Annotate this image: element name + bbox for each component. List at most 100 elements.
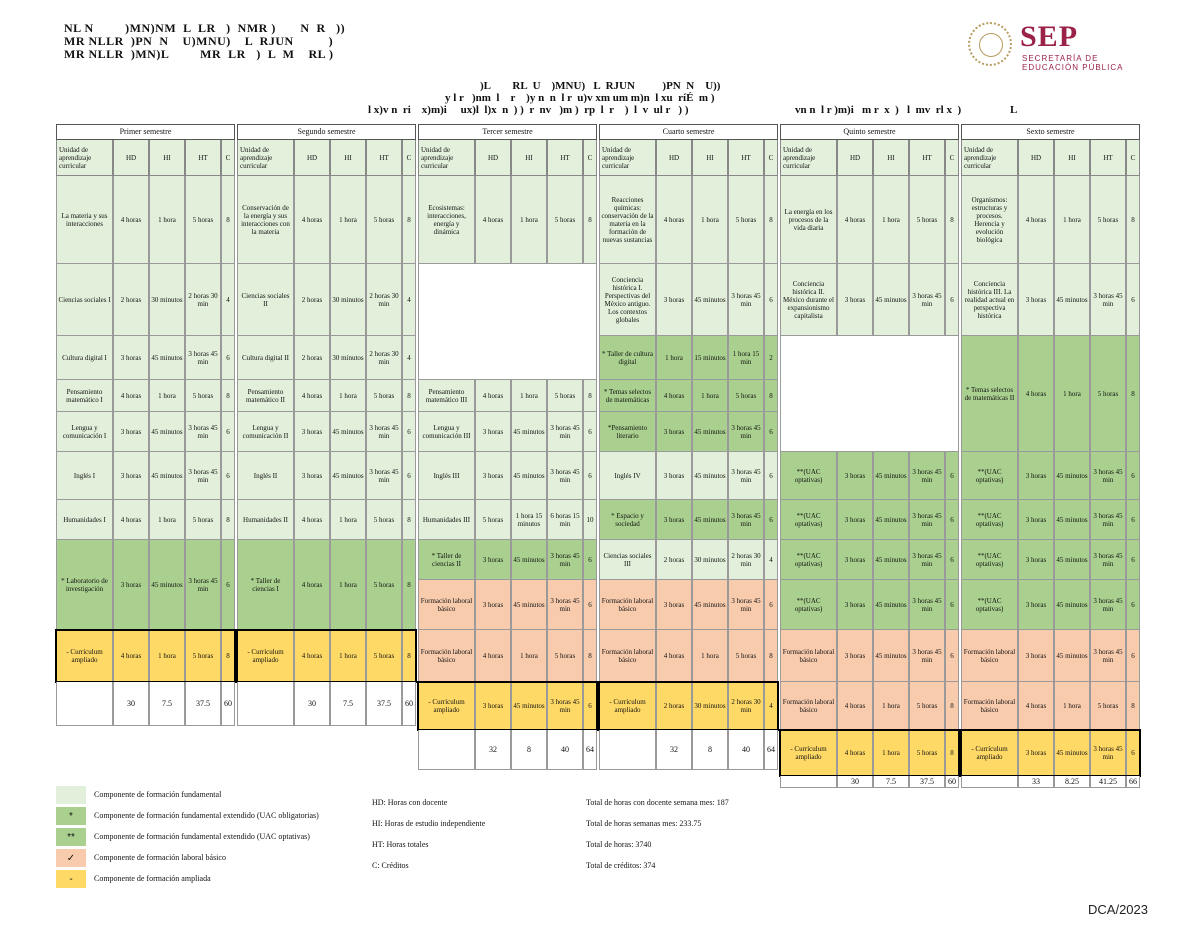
cell-uac: Conservación de la energía y sus interac… xyxy=(237,176,294,264)
cell-c: 6 xyxy=(764,412,778,452)
cell-hi: 45 minutos xyxy=(330,452,366,500)
cell-ht: 3 horas 45 min xyxy=(909,540,945,580)
cell-hi: 45 minutos xyxy=(873,630,909,682)
title-line: vn n l r )m)i m r x ) l mv rl x ) xyxy=(795,104,962,116)
cell-hd: 3 horas xyxy=(294,412,330,452)
cell-ht: 3 horas 45 min xyxy=(909,580,945,630)
cell-hi: 45 minutos xyxy=(873,452,909,500)
course-row: - Currículum ampliado 4 horas 1 hora 5 hora… xyxy=(55,629,236,683)
cell-c: 6 xyxy=(1126,264,1140,336)
cell-hi: 45 minutos xyxy=(1054,580,1090,630)
cell-hd: 3 horas xyxy=(1018,264,1054,336)
cell-uac: Lengua y comunicación I xyxy=(56,412,113,452)
cell-ht: 3 horas 45 min xyxy=(728,580,764,630)
column-headers: Unidad de aprendizaje curricular HD HI HT C xyxy=(780,140,959,176)
cell-c: 6 xyxy=(1126,452,1140,500)
semester-title: Cuarto semestre xyxy=(599,124,778,140)
cell-hi: 30 minutos xyxy=(692,682,728,730)
cell-c: 8 xyxy=(1126,682,1140,730)
cell-uac: Formación laboral básico xyxy=(961,630,1018,682)
cell-hi: 1 hora xyxy=(1054,682,1090,730)
cell-hd: 3 horas xyxy=(837,580,873,630)
column-header-uac: Unidad de aprendizaje curricular xyxy=(237,140,294,176)
title-line: )L RL U )MNU) L RJUN )PN N U)) xyxy=(480,80,721,92)
cell-c: 8 xyxy=(764,176,778,264)
course-row: Ciencias sociales III 2 horas 30 minutos 2 … xyxy=(599,540,778,580)
cell-hi: 45 minutos xyxy=(149,540,185,630)
cell-uac: Organismos: estructuras y procesos. Here… xyxy=(961,176,1018,264)
column-header-uac: Unidad de aprendizaje curricular xyxy=(780,140,837,176)
column-header-c: C xyxy=(945,140,959,176)
semester-title: Tercer semestre xyxy=(418,124,597,140)
cell-ht: 3 horas 45 min xyxy=(366,452,402,500)
cell-ht: 3 horas 45 min xyxy=(728,452,764,500)
legend-label: Componente de formación ampliada xyxy=(94,874,211,883)
cell-hi: 7.5 xyxy=(330,682,366,726)
cell-hi: 1 hora xyxy=(511,630,547,682)
cell-hd: 3 horas xyxy=(656,580,692,630)
cell-hi: 45 minutos xyxy=(1054,540,1090,580)
cell-c: 6 xyxy=(221,336,235,380)
cell-hd: 2 horas xyxy=(656,540,692,580)
cell-ht: 3 horas 45 min xyxy=(185,336,221,380)
cell-hd: 4 horas xyxy=(294,630,330,682)
cell-c: 6 xyxy=(583,540,597,580)
column-header-hd: HD xyxy=(113,140,149,176)
cell-uac: Cultura digital I xyxy=(56,336,113,380)
totals-row: 33 8.25 41.25 66 xyxy=(961,776,1140,788)
cell-ht: 1 hora 15 min xyxy=(728,336,764,380)
course-row: **(UAC optativas) 3 horas 45 minutos 3 hora… xyxy=(961,580,1140,630)
cell-uac: Ciencias sociales III xyxy=(599,540,656,580)
cell-ht: 3 horas 45 min xyxy=(547,412,583,452)
totals-row: 32 8 40 64 xyxy=(599,730,778,770)
cell-hi: 7.5 xyxy=(149,682,185,726)
cell-ht: 37.5 xyxy=(185,682,221,726)
cell-hi: 45 minutos xyxy=(1054,452,1090,500)
cell-hi: 1 hora xyxy=(692,380,728,412)
cell-c: 8 xyxy=(402,630,416,682)
cell-uac: * Temas selectos de matemáticas xyxy=(599,380,656,412)
cell-hi: 8.25 xyxy=(1054,776,1090,788)
cell-hd: 2 horas xyxy=(656,682,692,730)
cell-hi: 45 minutos xyxy=(1054,730,1090,776)
footer-code: DCA/2023 xyxy=(1088,902,1148,917)
cell-uac: Humanidades III xyxy=(418,500,475,540)
cell-uac: Pensamiento matemático II xyxy=(237,380,294,412)
cell-hd: 32 xyxy=(475,730,511,770)
cell-hd: 4 horas xyxy=(1018,176,1054,264)
cell-uac: * Taller de ciencias II xyxy=(418,540,475,580)
course-row: * Espacio y sociedad 3 horas 45 minutos 3 h… xyxy=(599,500,778,540)
cell-c: 8 xyxy=(221,380,235,412)
cell-c: 6 xyxy=(945,264,959,336)
cell-uac: **(UAC optativas) xyxy=(780,580,837,630)
cell-hd: 4 horas xyxy=(113,630,149,682)
course-row: Humanidades II 4 horas 1 hora 5 horas 8 xyxy=(237,500,416,540)
course-row: **(UAC optativas) 3 horas 45 minutos 3 hora… xyxy=(780,452,959,500)
cell-ht: 2 horas 30 min xyxy=(728,682,764,730)
cell-c: 8 xyxy=(583,630,597,682)
cell-uac: Ciencias sociales I xyxy=(56,264,113,336)
cell-ht: 3 horas 45 min xyxy=(909,452,945,500)
cell-c: 6 xyxy=(945,452,959,500)
column-header-hd: HD xyxy=(475,140,511,176)
cell-c: 6 xyxy=(583,580,597,630)
cell-hd: 3 horas xyxy=(475,412,511,452)
course-row: La materia y sus interacciones 4 horas 1 h… xyxy=(56,176,235,264)
cell-ht: 5 horas xyxy=(1090,176,1126,264)
cell-hi: 45 minutos xyxy=(873,500,909,540)
cell-c: 8 xyxy=(402,500,416,540)
cell-c: 8 xyxy=(221,500,235,540)
cell-uac xyxy=(418,730,475,770)
cell-uac: Humanidades I xyxy=(56,500,113,540)
totals-row: 30 7.5 37.5 60 xyxy=(780,776,959,788)
cell-hi: 7.5 xyxy=(873,776,909,788)
cell-ht: 3 horas 45 min xyxy=(728,500,764,540)
cell-ht: 41.25 xyxy=(1090,776,1126,788)
cell-c: 8 xyxy=(764,630,778,682)
header-line: MR NLLR )MN)L MR LR ) L M RL ) xyxy=(64,47,334,61)
cell-hd: 4 horas xyxy=(294,540,330,630)
cell-c: 60 xyxy=(402,682,416,726)
cell-hd: 3 horas xyxy=(656,412,692,452)
cell-hd: 2 horas xyxy=(113,264,149,336)
